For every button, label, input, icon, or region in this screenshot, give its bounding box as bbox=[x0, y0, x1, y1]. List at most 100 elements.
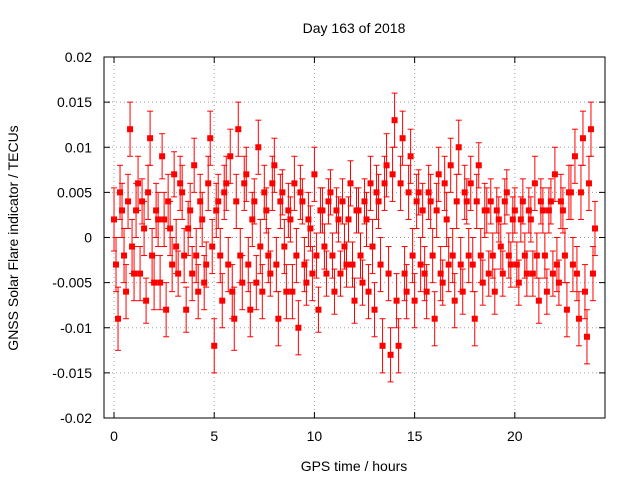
data-point bbox=[227, 153, 234, 160]
data-point bbox=[117, 189, 124, 196]
y-tick-label: -0.01 bbox=[60, 320, 92, 336]
data-point bbox=[289, 288, 296, 295]
x-tick-label: 10 bbox=[307, 428, 323, 444]
data-point bbox=[301, 261, 308, 268]
data-point bbox=[489, 252, 496, 259]
data-point bbox=[349, 261, 356, 268]
data-point bbox=[445, 261, 452, 268]
data-point bbox=[551, 171, 558, 178]
data-point bbox=[417, 261, 424, 268]
data-point bbox=[431, 315, 438, 322]
data-point bbox=[229, 288, 236, 295]
data-point bbox=[141, 225, 148, 232]
data-point bbox=[435, 171, 442, 178]
data-point bbox=[525, 207, 532, 214]
data-point bbox=[279, 189, 286, 196]
y-tick-label: 0.005 bbox=[57, 184, 92, 200]
data-point bbox=[313, 252, 320, 259]
data-point bbox=[325, 198, 332, 205]
data-point bbox=[215, 198, 222, 205]
data-point bbox=[169, 261, 176, 268]
data-point bbox=[285, 207, 292, 214]
data-point bbox=[187, 207, 194, 214]
y-tick-label: -0.005 bbox=[52, 275, 92, 291]
data-point bbox=[541, 252, 548, 259]
data-point bbox=[163, 306, 170, 313]
y-tick-label: 0.015 bbox=[57, 94, 92, 110]
data-point bbox=[527, 216, 534, 223]
data-point bbox=[125, 198, 132, 205]
data-point bbox=[453, 198, 460, 205]
data-point bbox=[179, 189, 186, 196]
data-point bbox=[233, 198, 240, 205]
data-point bbox=[247, 306, 254, 313]
data-point bbox=[531, 180, 538, 187]
data-point bbox=[159, 153, 166, 160]
data-point bbox=[197, 198, 204, 205]
data-point bbox=[335, 216, 342, 223]
data-point bbox=[585, 180, 592, 187]
data-point bbox=[315, 306, 322, 313]
data-point bbox=[181, 252, 188, 259]
data-point bbox=[351, 297, 358, 304]
data-point bbox=[447, 162, 454, 169]
data-point bbox=[359, 279, 366, 286]
data-point bbox=[271, 162, 278, 169]
data-point bbox=[583, 333, 590, 340]
data-point bbox=[209, 243, 216, 250]
data-point bbox=[463, 198, 470, 205]
data-point bbox=[133, 207, 140, 214]
data-point bbox=[503, 189, 510, 196]
data-point bbox=[329, 252, 336, 259]
data-point bbox=[409, 252, 416, 259]
data-point bbox=[543, 288, 550, 295]
x-tick-label: 0 bbox=[110, 428, 118, 444]
data-point bbox=[425, 189, 432, 196]
data-point bbox=[557, 198, 564, 205]
data-point bbox=[221, 189, 228, 196]
data-point bbox=[473, 198, 480, 205]
data-point bbox=[295, 324, 302, 331]
data-point bbox=[415, 189, 422, 196]
data-point bbox=[145, 189, 152, 196]
chart-title: Day 163 of 2018 bbox=[303, 20, 406, 36]
data-point bbox=[347, 180, 354, 187]
data-point bbox=[297, 189, 304, 196]
data-point bbox=[393, 297, 400, 304]
data-point bbox=[523, 270, 530, 277]
data-point bbox=[211, 342, 218, 349]
x-tick-label: 15 bbox=[407, 428, 423, 444]
data-point bbox=[385, 270, 392, 277]
data-point bbox=[201, 279, 208, 286]
data-point bbox=[371, 306, 378, 313]
data-point bbox=[307, 225, 314, 232]
data-point bbox=[185, 225, 192, 232]
data-point bbox=[559, 207, 566, 214]
data-point bbox=[333, 207, 340, 214]
data-point bbox=[457, 261, 464, 268]
data-point bbox=[143, 297, 150, 304]
data-point bbox=[561, 252, 568, 259]
data-point bbox=[235, 126, 242, 133]
data-point bbox=[223, 180, 230, 187]
series-group bbox=[113, 146, 596, 329]
data-point bbox=[441, 180, 448, 187]
data-point bbox=[365, 288, 372, 295]
data-point bbox=[273, 261, 280, 268]
data-point bbox=[375, 198, 382, 205]
data-point bbox=[405, 189, 412, 196]
data-point bbox=[469, 261, 476, 268]
data-point bbox=[423, 288, 430, 295]
data-point bbox=[589, 270, 596, 277]
data-point bbox=[173, 243, 180, 250]
data-point bbox=[579, 135, 586, 142]
data-point bbox=[119, 207, 126, 214]
data-point bbox=[545, 207, 552, 214]
data-point bbox=[383, 162, 390, 169]
data-point bbox=[217, 252, 224, 259]
data-point bbox=[251, 198, 258, 205]
data-point bbox=[373, 189, 380, 196]
data-point bbox=[207, 135, 214, 142]
data-point bbox=[485, 270, 492, 277]
